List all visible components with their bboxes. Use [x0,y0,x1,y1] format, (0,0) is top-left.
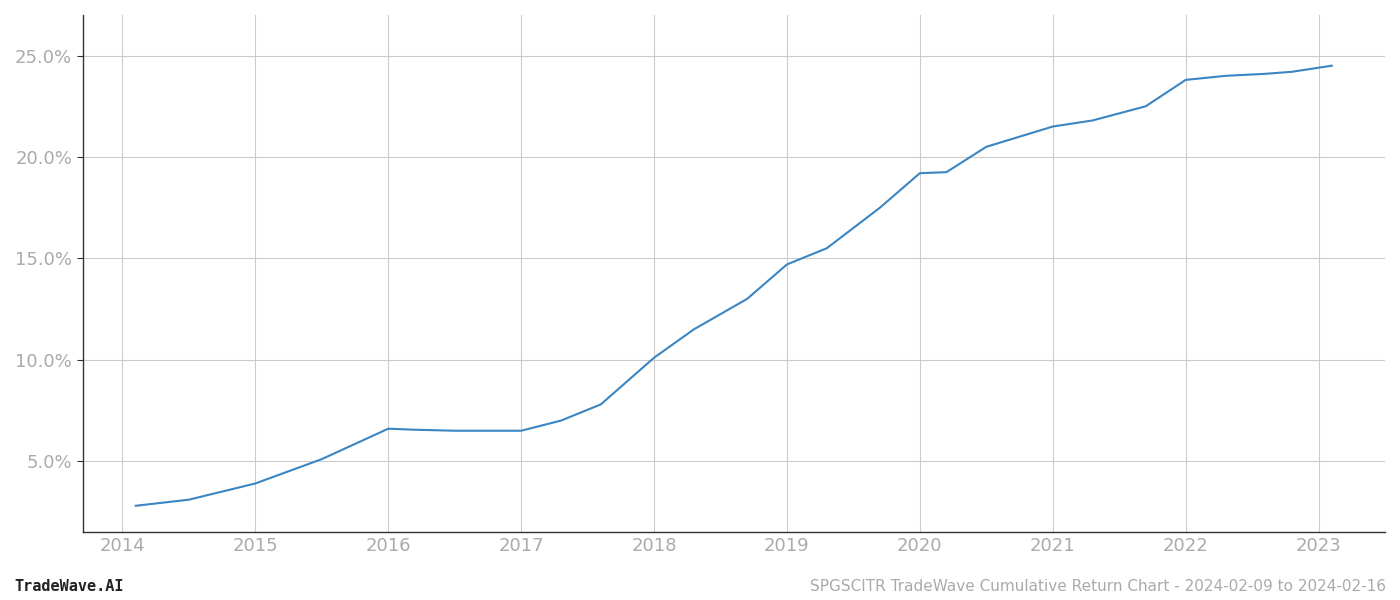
Text: SPGSCITR TradeWave Cumulative Return Chart - 2024-02-09 to 2024-02-16: SPGSCITR TradeWave Cumulative Return Cha… [811,579,1386,594]
Text: TradeWave.AI: TradeWave.AI [14,579,123,594]
